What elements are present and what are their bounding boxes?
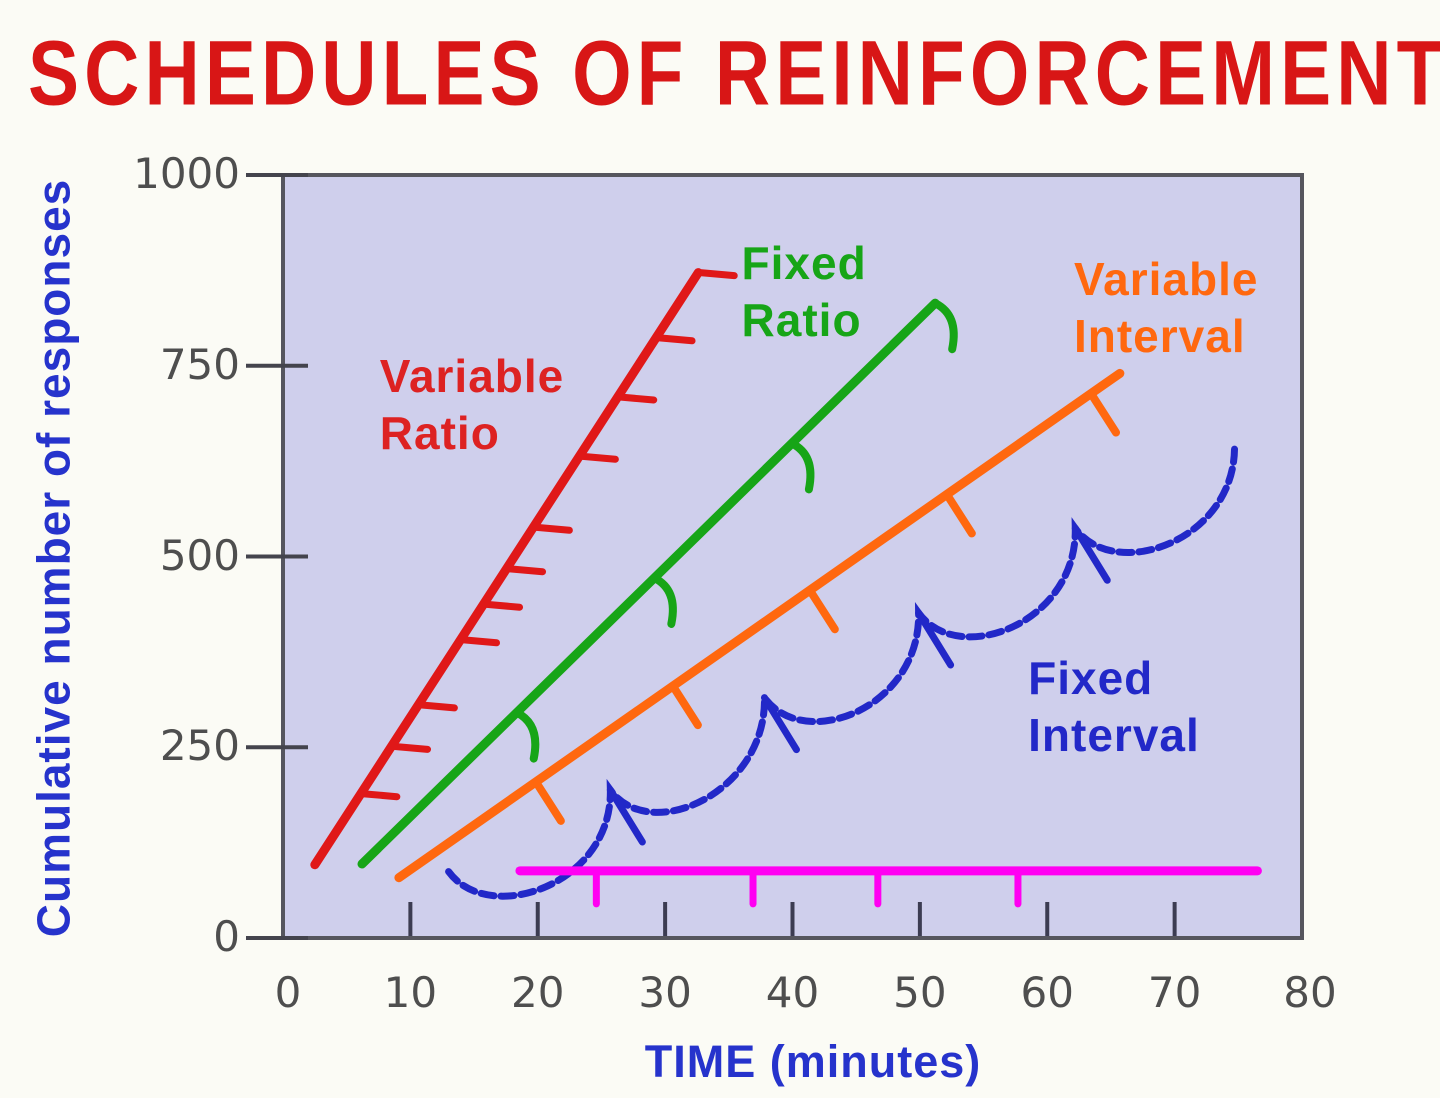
reinforcement-mark-variable-interval: [942, 490, 976, 538]
y-axis-title: Cumulative number of responses: [27, 178, 79, 937]
reinforcement-mark-variable-interval: [805, 586, 839, 634]
reinforcement-mark-variable-ratio: [616, 393, 658, 404]
annotation-variable-ratio: Variable Ratio: [379, 350, 565, 460]
reinforcement-mark-fixed-interval: [760, 694, 800, 754]
reinforcement-mark-variable-ratio: [482, 600, 524, 611]
plot-background: [281, 173, 1304, 940]
x-tick-label: 20: [511, 968, 565, 1017]
reinforcement-mark-variable-interval: [1087, 389, 1121, 437]
x-tick-label: 0: [274, 968, 302, 1017]
x-tick-label: 70: [1147, 968, 1202, 1017]
reinforcement-mark-variable-ratio: [577, 452, 619, 463]
line-fixed-interval: [445, 441, 1238, 900]
y-tick-label: 250: [159, 721, 240, 771]
reinforcement-mark-fixed-interval: [915, 609, 955, 669]
reinforcement-mark-variable-ratio: [390, 742, 432, 753]
reinforcement-mark-fixed-ratio: [512, 708, 540, 763]
y-tick-label: 1000: [133, 149, 240, 198]
reinforcement-mark-variable-ratio: [359, 790, 401, 801]
y-tick-label: 750: [159, 339, 240, 389]
reinforcement-mark-variable-ratio: [696, 269, 738, 280]
reinforcement-mark-variable-interval: [668, 682, 702, 730]
annotation-variable-interval: Variable Interval: [1073, 252, 1259, 362]
reinforcement-mark-fixed-ratio: [650, 573, 677, 628]
line-fixed-ratio: [357, 298, 940, 869]
reinforcement-mark-variable-interval: [531, 777, 565, 825]
reinforcement-mark-fixed-ratio: [931, 299, 958, 354]
page-title: SCHEDULES OF REINFORCEMENT: [28, 23, 1440, 126]
x-tick-label: 50: [893, 968, 947, 1017]
reinforcement-mark-fixed-interval: [1071, 524, 1111, 584]
x-tick-label: 60: [1020, 968, 1074, 1017]
x-tick-label: 10: [383, 968, 438, 1017]
reinforcement-mark-fixed-interval: [606, 786, 646, 846]
y-axis-title-wrap: Cumulative number of responses: [8, 175, 98, 940]
x-tick-label: 80: [1283, 968, 1337, 1017]
y-tick-label: 0: [213, 912, 240, 961]
reinforcement-mark-variable-ratio: [654, 334, 696, 345]
reinforcement-mark-variable-ratio: [531, 523, 573, 534]
annotation-fixed-ratio: Fixed Ratio: [741, 236, 867, 346]
annotation-fixed-interval: Fixed Interval: [1028, 652, 1200, 762]
x-axis-title: TIME (minutes): [644, 1036, 982, 1087]
line-variable-interval: [394, 368, 1125, 883]
reinforcement-mark-fixed-ratio: [787, 439, 815, 494]
reinforcement-mark-variable-ratio: [416, 701, 458, 712]
x-tick-label: 40: [765, 968, 820, 1017]
reinforcement-mark-variable-ratio: [459, 636, 501, 647]
x-tick-label: 30: [638, 968, 692, 1017]
reinforcement-mark-variable-ratio: [505, 565, 547, 576]
y-tick-label: 500: [159, 530, 240, 580]
